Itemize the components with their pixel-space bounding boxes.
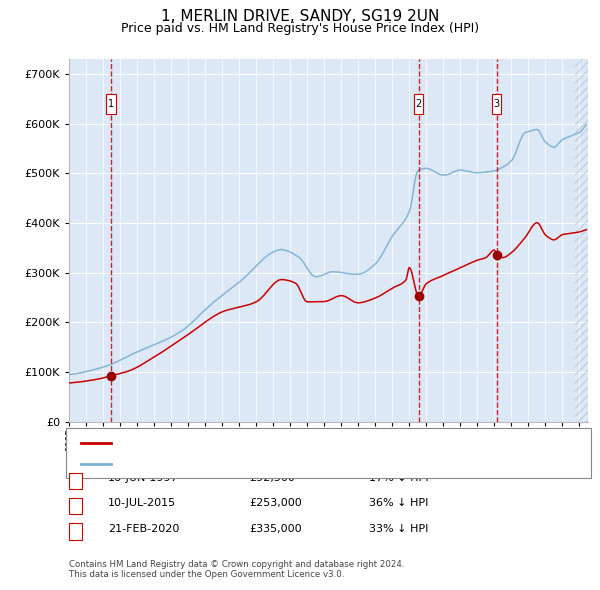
Text: 10-JUL-2015: 10-JUL-2015 [108,499,176,508]
Text: £335,000: £335,000 [249,524,302,533]
Text: Price paid vs. HM Land Registry's House Price Index (HPI): Price paid vs. HM Land Registry's House … [121,22,479,35]
Bar [575,59,592,422]
Text: 16-JUN-1997: 16-JUN-1997 [108,473,179,483]
Text: HPI: Average price, detached house, Central Bedfordshire: HPI: Average price, detached house, Cent… [117,459,405,469]
Bar [106,94,116,114]
Text: 21-FEB-2020: 21-FEB-2020 [108,524,179,533]
Text: 33% ↓ HPI: 33% ↓ HPI [369,524,428,533]
Text: Contains HM Land Registry data © Crown copyright and database right 2024.
This d: Contains HM Land Registry data © Crown c… [69,560,404,579]
Text: 1: 1 [73,476,79,486]
Text: 3: 3 [73,526,79,536]
Text: 1, MERLIN DRIVE, SANDY, SG19 2UN (detached house): 1, MERLIN DRIVE, SANDY, SG19 2UN (detach… [117,438,389,448]
Bar [414,94,423,114]
Bar [492,94,502,114]
Text: 2: 2 [73,501,79,511]
Text: 2: 2 [415,99,422,109]
Text: 36% ↓ HPI: 36% ↓ HPI [369,499,428,508]
Text: 3: 3 [494,99,500,109]
Text: 1, MERLIN DRIVE, SANDY, SG19 2UN: 1, MERLIN DRIVE, SANDY, SG19 2UN [161,9,439,24]
Text: £253,000: £253,000 [249,499,302,508]
Text: 17% ↓ HPI: 17% ↓ HPI [369,473,428,483]
Text: 1: 1 [108,99,114,109]
Text: £92,500: £92,500 [249,473,295,483]
